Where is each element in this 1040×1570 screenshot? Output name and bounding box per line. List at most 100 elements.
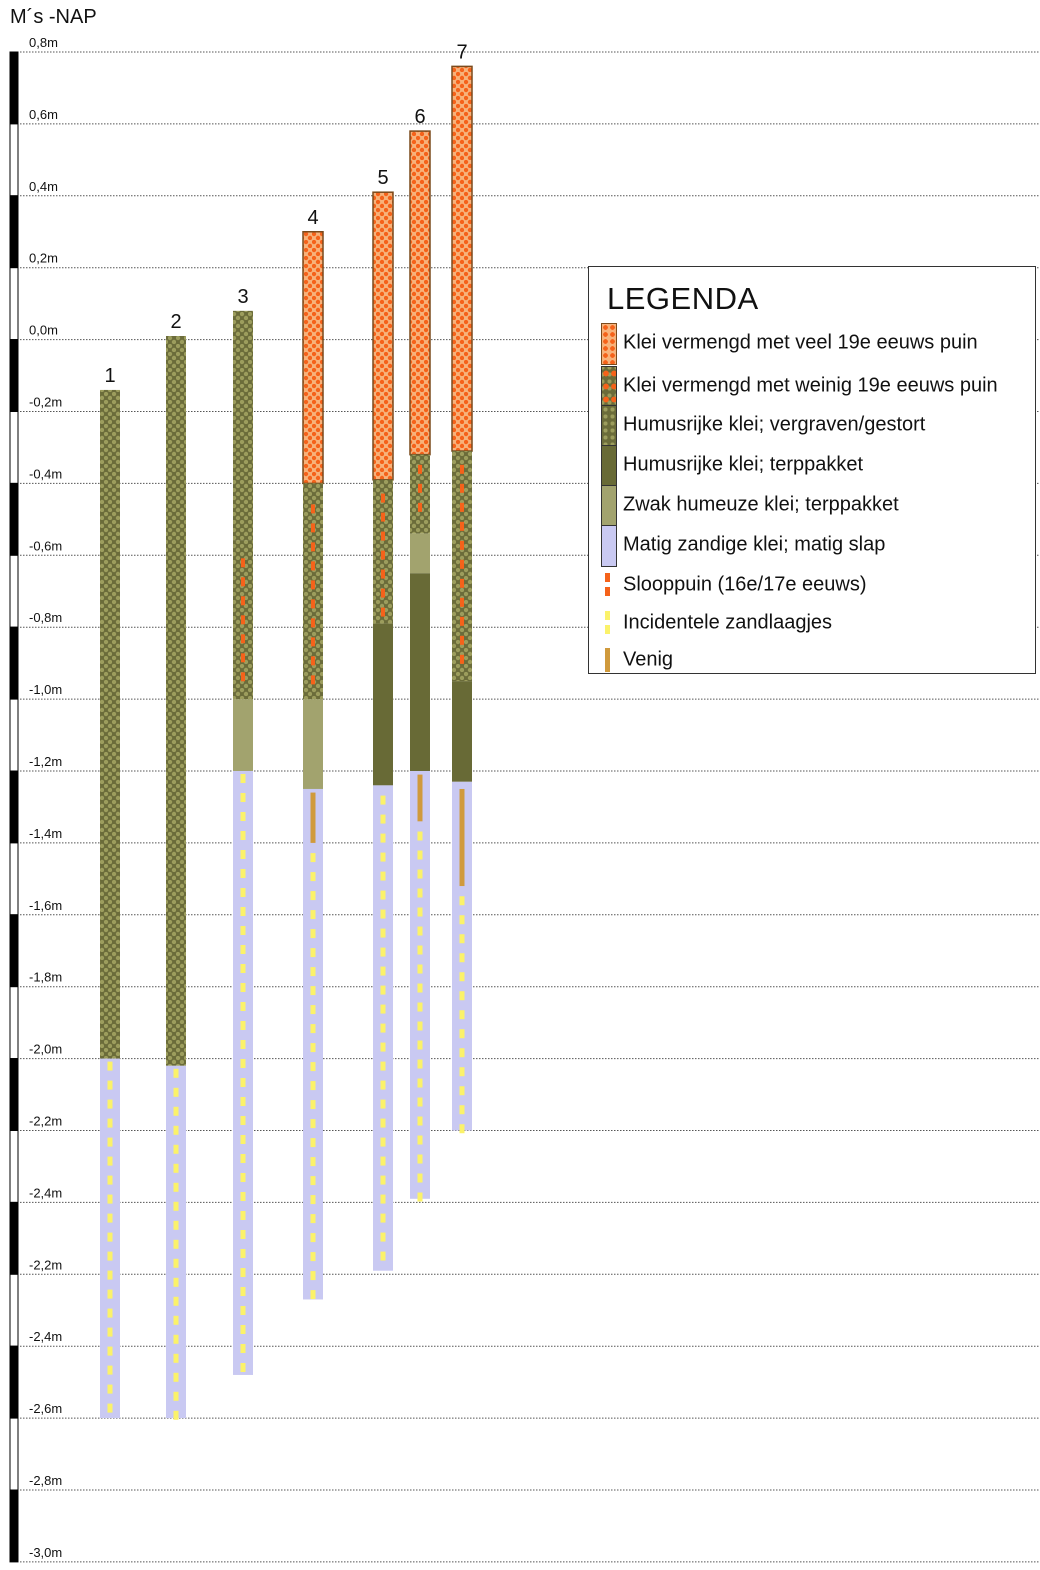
marker-zand — [240, 1021, 246, 1030]
marker-zand — [310, 1176, 316, 1186]
scale-bar-segment — [9, 698, 19, 772]
layer-zwak-humeus — [410, 533, 430, 574]
scale-bar-segment — [9, 51, 19, 125]
marker-zand — [417, 926, 423, 936]
marker-sloop — [381, 607, 385, 617]
marker-sloop — [311, 561, 315, 571]
marker-zand — [380, 1061, 386, 1071]
marker-zand — [310, 1138, 316, 1148]
marker-sloop — [460, 464, 464, 474]
layer-klei-veel-puin — [373, 192, 393, 480]
layer-humus-vergraven — [233, 310, 253, 541]
scale-bar-segment — [9, 1130, 19, 1203]
marker-zand — [417, 1078, 423, 1088]
scale-bar-segment — [9, 195, 19, 269]
marker-zand — [380, 1137, 386, 1147]
depth-tick-labels: 0,8m 0,6m 0,4m 0,2m 0,0m -0,2m -0,4m -0,6m -0,8m… — [29, 35, 62, 1560]
depth-tick-label: -2,4m — [29, 1185, 62, 1200]
marker-sloop — [241, 558, 245, 568]
marker-zand — [417, 850, 423, 860]
marker-zand — [417, 1021, 423, 1031]
marker-sloop — [311, 504, 315, 514]
depth-scale-bar — [9, 51, 19, 1563]
marker-zand — [380, 1042, 386, 1052]
depth-tick-label: -1,2m — [29, 754, 62, 769]
marker-zand — [417, 869, 423, 879]
marker-zand — [310, 1195, 316, 1205]
marker-zand — [240, 1268, 246, 1277]
layer-zwak-humeus — [233, 699, 253, 771]
marker-sloop — [418, 483, 422, 493]
marker-zand — [417, 1059, 423, 1069]
marker-zand — [107, 1251, 113, 1261]
legend-item-venig: Venig — [601, 640, 1031, 680]
marker-zand — [310, 929, 316, 939]
borehole-label: 6 — [414, 106, 425, 128]
marker-zand — [459, 991, 465, 1001]
marker-venig — [417, 774, 423, 822]
marker-zand — [107, 1289, 113, 1299]
scale-bar-segment — [9, 842, 19, 916]
layer-humus-terp — [410, 573, 430, 771]
marker-zand — [173, 1391, 179, 1401]
marker-zand — [417, 1173, 423, 1183]
legend-item-matig-zandig: Matig zandige klei; matig slap — [601, 525, 1031, 567]
marker-zand — [380, 1023, 386, 1033]
marker-zand — [107, 1099, 113, 1109]
marker-sloop — [418, 464, 422, 474]
legend-item-zwak-humeus: Zwak humeuze klei; terppakket — [601, 485, 1031, 527]
depth-tick-label: -1,8m — [29, 970, 62, 985]
marker-sloop — [311, 599, 315, 609]
marker-zand — [240, 1306, 246, 1315]
marker-zand — [173, 1372, 179, 1382]
marker-zand — [417, 1002, 423, 1012]
marker-zand — [107, 1156, 113, 1166]
marker-zand — [380, 871, 386, 881]
marker-zand — [240, 983, 246, 992]
borehole-label: 7 — [456, 41, 467, 63]
marker-zand — [240, 1154, 246, 1163]
marker-zand — [240, 1097, 246, 1106]
marker-sloop — [381, 588, 385, 598]
legend-label: Humusrijke klei; terppakket — [623, 453, 864, 476]
marker-zand — [240, 1287, 246, 1296]
marker-zand — [310, 1024, 316, 1034]
marker-zand — [459, 953, 465, 963]
scale-bar-segment — [9, 554, 19, 628]
marker-zand — [380, 1118, 386, 1128]
depth-tick-label: -2,8m — [29, 1473, 62, 1488]
marker-zand — [173, 1334, 179, 1344]
marker-zand — [380, 890, 386, 900]
legend-swatch — [601, 323, 617, 365]
marker-zand — [459, 934, 465, 944]
borehole-6: 6 — [409, 106, 431, 1202]
marker-sloop — [460, 654, 464, 664]
marker-sloop — [460, 616, 464, 626]
marker-zand — [240, 774, 246, 783]
legend-item-humus-vergraven: Humusrijke klei; vergraven/gestort — [601, 405, 1031, 447]
layer-humus-vergraven — [166, 336, 186, 1066]
marker-sloop — [381, 550, 385, 560]
marker-zand — [240, 1192, 246, 1201]
marker-zand — [240, 907, 246, 916]
marker-zand — [310, 1290, 316, 1300]
marker-sloop — [418, 502, 422, 512]
marker-zand — [459, 915, 465, 925]
marker-zand — [240, 1173, 246, 1182]
scale-bar-segment — [9, 339, 19, 413]
depth-tick-label: -2,2m — [29, 1114, 62, 1129]
borehole-label: 4 — [307, 207, 318, 229]
marker-zand — [380, 985, 386, 995]
marker-zand — [173, 1144, 179, 1154]
legend-swatch — [605, 611, 610, 635]
layer-klei-weinig-puin — [303, 483, 323, 700]
marker-zand — [240, 1363, 246, 1372]
marker-zand — [240, 793, 246, 802]
marker-sloop — [460, 502, 464, 512]
marker-zand — [310, 1005, 316, 1015]
layer-zwak-humeus — [303, 699, 323, 789]
legend-item-klei-veel-puin: Klei vermengd met veel 19e eeuws puin — [601, 323, 1031, 365]
depth-tick-label: -2,6m — [29, 1401, 62, 1416]
marker-zand — [107, 1213, 113, 1223]
legend-label: Incidentele zandlaagjes — [623, 611, 833, 634]
